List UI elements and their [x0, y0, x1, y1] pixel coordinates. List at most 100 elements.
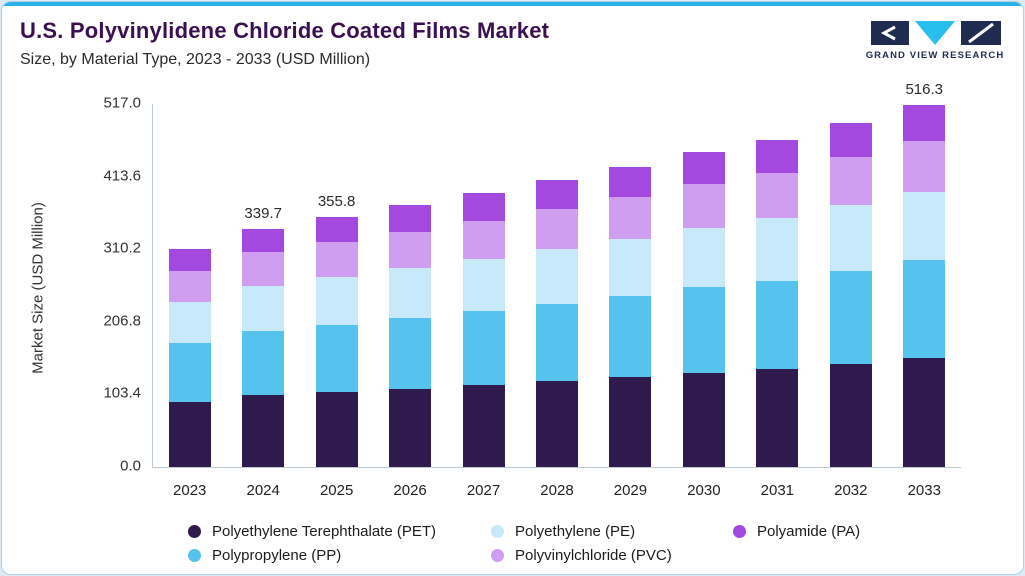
- segment-pet[interactable]: [535, 380, 578, 467]
- segment-pe[interactable]: [168, 301, 211, 343]
- header: U.S. Polyvinylidene Chloride Coated Film…: [20, 18, 1005, 69]
- segment-pp[interactable]: [903, 260, 946, 359]
- segment-pa[interactable]: [829, 122, 872, 158]
- segment-pvc[interactable]: [389, 231, 432, 269]
- segment-pp[interactable]: [829, 270, 872, 364]
- segment-pp[interactable]: [168, 342, 211, 402]
- segment-pa[interactable]: [168, 249, 211, 272]
- segment-pp[interactable]: [315, 324, 358, 393]
- bar-2027[interactable]: 2027: [462, 104, 505, 499]
- segment-pp[interactable]: [682, 287, 725, 373]
- segment-pa[interactable]: [315, 217, 358, 243]
- accent-stripe: [2, 2, 1023, 6]
- segment-pp[interactable]: [609, 295, 652, 377]
- segment-pe[interactable]: [315, 277, 358, 325]
- plot-area: 0.0 103.4 206.8 310.2 413.6 517.0 2023 339.7 20…: [103, 81, 961, 499]
- segment-pet[interactable]: [903, 358, 946, 467]
- segment-pa[interactable]: [462, 193, 505, 221]
- legend-swatch-pa: [733, 525, 746, 538]
- bar-stack: [535, 180, 578, 467]
- bar-2030[interactable]: 2030: [682, 104, 725, 499]
- bar-stack: [315, 217, 358, 467]
- legend-item-pet[interactable]: Polyethylene Terephthalate (PET): [188, 523, 491, 540]
- legend-label-pet: Polyethylene Terephthalate (PET): [212, 523, 437, 540]
- legend-swatch-pe: [491, 525, 504, 538]
- x-tick-label: 2026: [393, 482, 427, 499]
- segment-pvc[interactable]: [756, 172, 799, 219]
- bar-2032[interactable]: 2032: [829, 104, 872, 499]
- segment-pvc[interactable]: [535, 208, 578, 250]
- segment-pe[interactable]: [829, 205, 872, 271]
- segment-pe[interactable]: [242, 285, 285, 332]
- segment-pe[interactable]: [462, 258, 505, 311]
- legend-item-pa[interactable]: Polyamide (PA): [733, 523, 1003, 540]
- brand-logo-icon: [871, 21, 1001, 45]
- bar-2023[interactable]: 2023: [168, 104, 211, 499]
- bar-2029[interactable]: 2029: [609, 104, 652, 499]
- segment-pet[interactable]: [168, 401, 211, 467]
- segment-pa[interactable]: [535, 180, 578, 209]
- segment-pe[interactable]: [756, 218, 799, 281]
- bar-stack: [462, 193, 505, 467]
- bar-2026[interactable]: 2026: [389, 104, 432, 499]
- legend-item-pvc[interactable]: Polyvinylchloride (PVC): [491, 547, 733, 564]
- segment-pet[interactable]: [315, 392, 358, 467]
- segment-pet[interactable]: [829, 363, 872, 467]
- legend-label-pa: Polyamide (PA): [757, 523, 861, 540]
- bar-2025[interactable]: 355.8 2025: [315, 104, 358, 499]
- segment-pvc[interactable]: [168, 271, 211, 302]
- segment-pp[interactable]: [389, 317, 432, 389]
- segment-pvc[interactable]: [462, 220, 505, 259]
- y-tick-label: 310.2: [103, 239, 141, 257]
- segment-pvc[interactable]: [682, 183, 725, 228]
- bar-2024[interactable]: 339.7 2024: [242, 104, 285, 499]
- segment-pe[interactable]: [389, 268, 432, 318]
- bar-2031[interactable]: 2031: [756, 104, 799, 499]
- title-block: U.S. Polyvinylidene Chloride Coated Film…: [20, 18, 549, 69]
- segment-pet[interactable]: [682, 372, 725, 467]
- segment-pvc[interactable]: [315, 242, 358, 278]
- segment-pe[interactable]: [903, 191, 946, 261]
- y-tick-label: 517.0: [103, 94, 141, 112]
- legend-item-pp[interactable]: Polypropylene (PP): [188, 547, 491, 564]
- segment-pa[interactable]: [389, 205, 432, 232]
- segment-pet[interactable]: [462, 384, 505, 467]
- segment-pa[interactable]: [242, 228, 285, 253]
- segment-pp[interactable]: [535, 303, 578, 381]
- segment-pvc[interactable]: [903, 140, 946, 192]
- segment-pvc[interactable]: [242, 252, 285, 286]
- segment-pvc[interactable]: [609, 196, 652, 239]
- brand-logo: GRAND VIEW RESEARCH: [865, 20, 1005, 61]
- legend-label-pp: Polypropylene (PP): [212, 547, 342, 564]
- segment-pa[interactable]: [682, 152, 725, 184]
- segment-pe[interactable]: [535, 249, 578, 304]
- x-tick-label: 2033: [907, 482, 941, 499]
- segment-pe[interactable]: [682, 227, 725, 288]
- bar-stack: [609, 166, 652, 467]
- legend-label-pvc: Polyvinylchloride (PVC): [515, 547, 672, 564]
- segment-pa[interactable]: [756, 139, 799, 173]
- segment-pe[interactable]: [609, 238, 652, 296]
- segment-pet[interactable]: [756, 368, 799, 467]
- y-tick-label: 103.4: [103, 385, 141, 403]
- segment-pa[interactable]: [609, 166, 652, 197]
- segment-pp[interactable]: [242, 331, 285, 396]
- bar-stack: [756, 139, 799, 467]
- segment-pa[interactable]: [903, 104, 946, 141]
- segment-pet[interactable]: [242, 395, 285, 467]
- bar-2028[interactable]: 2028: [535, 104, 578, 499]
- segment-pet[interactable]: [389, 388, 432, 467]
- segment-pp[interactable]: [462, 310, 505, 385]
- segment-pp[interactable]: [756, 280, 799, 369]
- legend-swatch-pet: [188, 525, 201, 538]
- bar-2033[interactable]: 516.3 2033: [903, 81, 946, 499]
- y-axis-label: Market Size (USD Million): [29, 202, 47, 374]
- x-tick-label: 2028: [540, 482, 574, 499]
- legend: Polyethylene Terephthalate (PET) Polyethy…: [188, 523, 1003, 564]
- segment-pvc[interactable]: [829, 157, 872, 206]
- page-subtitle: Size, by Material Type, 2023 - 2033 (USD…: [20, 51, 371, 68]
- segment-pet[interactable]: [609, 376, 652, 467]
- legend-item-pe[interactable]: Polyethylene (PE): [491, 523, 733, 540]
- brand-name: GRAND VIEW RESEARCH: [865, 50, 1005, 61]
